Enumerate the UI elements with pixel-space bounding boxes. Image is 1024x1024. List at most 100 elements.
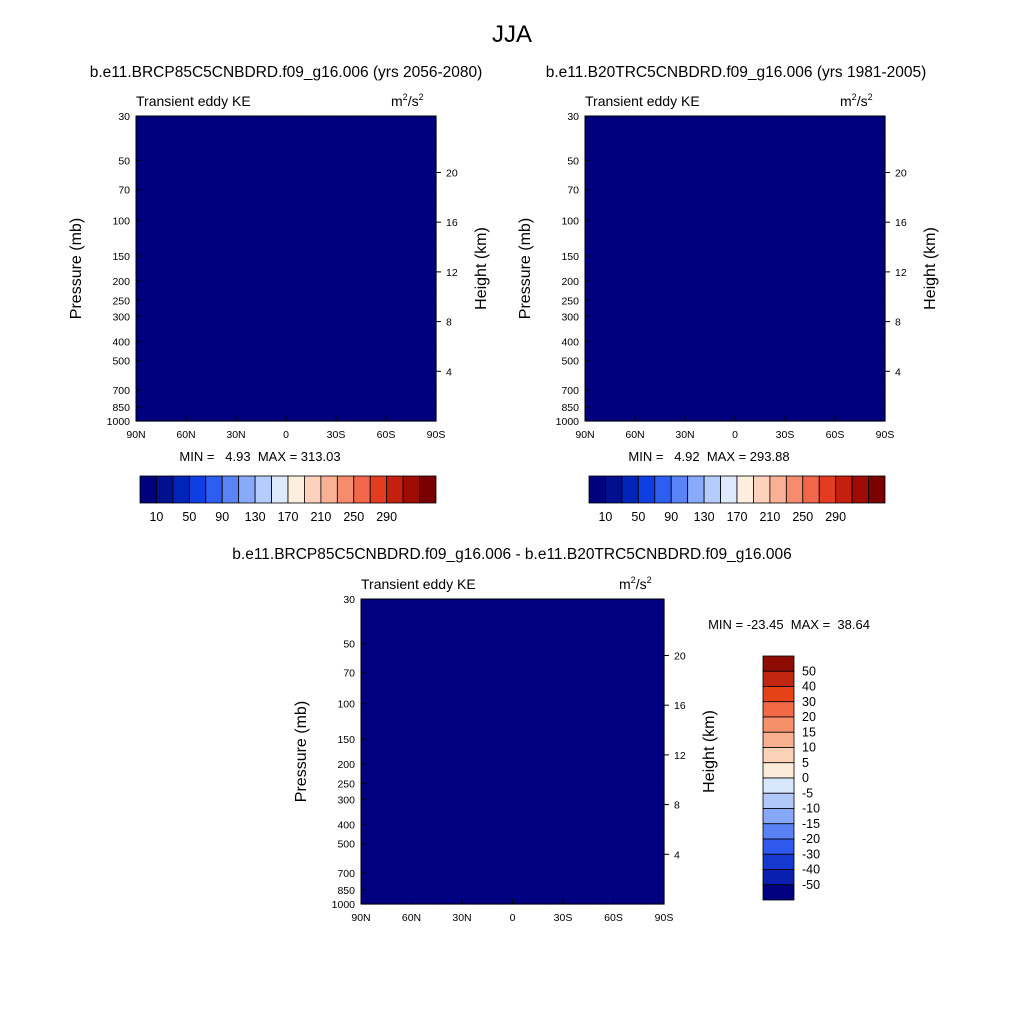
heatmap-cell [744, 166, 750, 173]
heatmap-cell [346, 202, 353, 209]
heatmap-cell [763, 177, 769, 183]
heatmap-cell [178, 182, 184, 188]
heatmap-cell [323, 126, 329, 132]
heatmap-cell [201, 217, 207, 224]
heatmap-cell [150, 238, 156, 244]
heatmap-cell [178, 243, 184, 249]
heatmap-cell [833, 141, 839, 148]
heatmap-cell [599, 151, 605, 158]
heatmap-cell [688, 136, 694, 143]
heatmap-cell [426, 344, 432, 351]
heatmap-cell [211, 415, 217, 422]
heatmap-cell [716, 197, 722, 204]
heatmap-cell [229, 227, 236, 234]
heatmap-cell [140, 253, 146, 259]
heatmap-cell [412, 171, 418, 178]
heatmap-cell [201, 177, 207, 183]
heatmap-cell [164, 309, 170, 315]
heatmap-cell [154, 400, 161, 407]
heatmap-cell [253, 288, 259, 295]
heatmap-cell [173, 192, 179, 198]
heatmap-cell [421, 192, 428, 198]
heatmap-cell [168, 171, 175, 178]
heatmap-cell [763, 171, 769, 178]
heatmap-cell [267, 370, 273, 376]
heatmap-cell [239, 410, 245, 417]
heatmap-cell [145, 141, 151, 148]
heatmap-cell [664, 136, 670, 143]
heatmap-cell [300, 248, 306, 254]
heatmap-cell [351, 309, 357, 315]
heatmap-cell [159, 329, 165, 336]
heatmap-cell [356, 314, 362, 320]
heatmap-cell [229, 410, 236, 417]
heatmap-cell [431, 288, 437, 295]
heatmap-cell [393, 360, 400, 366]
heatmap-cell [833, 126, 839, 132]
heatmap-cell [145, 288, 151, 295]
heatmap-cell [594, 116, 600, 122]
heatmap-cell [192, 349, 198, 356]
heatmap-cell [777, 156, 783, 163]
heatmap-cell [589, 166, 595, 173]
heatmap-cell [281, 309, 287, 315]
heatmap-cell [361, 390, 367, 397]
heatmap-cell [431, 136, 437, 143]
heatmap-cell [276, 207, 282, 214]
heatmap-cell [304, 375, 311, 381]
heatmap-cell [384, 314, 390, 320]
heatmap-cell [838, 151, 844, 158]
heatmap-cell [403, 273, 409, 280]
heatmap-cell [136, 232, 142, 239]
heatmap-cell [211, 268, 217, 275]
heatmap-cell [398, 299, 404, 305]
panel-future-ke: b.e11.BRCP85C5CNBDRD.f09_g16.006 (yrs 20… [68, 64, 490, 524]
heatmap-cell [206, 375, 212, 381]
heatmap-cell [346, 410, 353, 417]
heatmap-cell [393, 171, 400, 178]
heatmap-cell [431, 258, 437, 265]
heatmap-cell [370, 258, 376, 265]
heatmap-cell [164, 380, 170, 387]
heatmap-cell [187, 375, 193, 381]
heatmap-cell [393, 126, 400, 132]
heatmap-cell [421, 222, 428, 229]
heatmap-cell [318, 288, 325, 295]
heatmap-cell [398, 334, 404, 341]
heatmap-cell [828, 161, 835, 168]
heatmap-cell [154, 370, 161, 376]
heatmap-cell [234, 222, 240, 229]
heatmap-cell [234, 116, 240, 122]
heatmap-cell [211, 243, 217, 249]
heatmap-cell [215, 238, 221, 244]
heatmap-cell [276, 390, 282, 397]
heatmap-cell [243, 309, 250, 315]
heatmap-cell [361, 314, 367, 320]
heatmap-cell [735, 192, 741, 198]
heatmap-cell [805, 156, 811, 163]
heatmap-cell [725, 121, 731, 127]
heatmap-cell [196, 380, 203, 387]
heatmap-cell [206, 192, 212, 198]
heatmap-cell [426, 288, 432, 295]
heatmap-cell [182, 222, 189, 229]
heatmap-cell [196, 197, 203, 204]
heatmap-cell [384, 131, 390, 137]
heatmap-cell [375, 365, 381, 371]
heatmap-cell [361, 187, 367, 193]
heatmap-cell [187, 222, 193, 229]
heatmap-cell [375, 329, 381, 336]
heatmap-cell [421, 334, 428, 341]
heatmap-cell [361, 415, 367, 422]
heatmap-cell [168, 395, 175, 402]
heatmap-cell [300, 177, 306, 183]
heatmap-cell [716, 171, 722, 178]
heatmap-cell [290, 339, 296, 346]
heatmap-cell [206, 370, 212, 376]
heatmap-cell [253, 263, 259, 270]
heatmap-cell [781, 182, 788, 188]
heatmap-cell [393, 207, 400, 214]
heatmap-cell [426, 253, 432, 259]
heatmap-cell [304, 283, 311, 290]
heatmap-cell [589, 131, 595, 137]
